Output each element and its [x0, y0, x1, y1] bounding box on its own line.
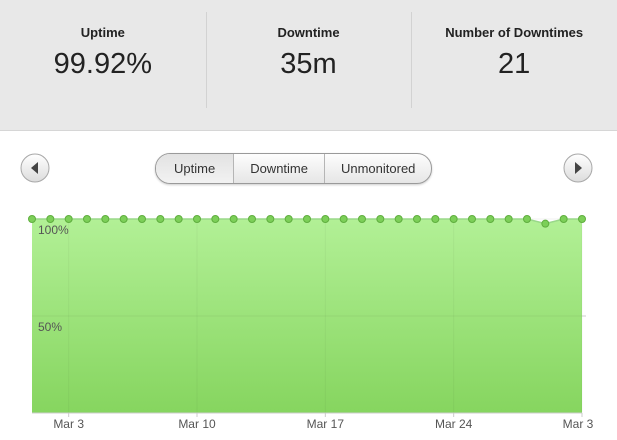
point [193, 215, 201, 223]
point [504, 215, 513, 223]
y-tick-label: 50% [38, 320, 62, 334]
point [413, 215, 421, 223]
stat-value: 35m [280, 48, 337, 80]
x-tick-label: Mar 3 [563, 417, 594, 431]
tab[interactable]: Uptime [156, 154, 234, 183]
x-tick-label: Mar 3 [53, 417, 84, 431]
point [138, 215, 146, 223]
point [303, 215, 311, 223]
stat: Downtime 35m [205, 0, 412, 130]
point [523, 215, 531, 223]
point [211, 215, 220, 223]
point [101, 215, 110, 223]
point [248, 215, 256, 223]
point [486, 215, 495, 223]
stat-value: 99.92% [53, 48, 153, 80]
point [541, 219, 550, 228]
point [449, 215, 458, 223]
x-tick-label: Mar 10 [178, 417, 216, 431]
point [468, 215, 476, 223]
point [559, 215, 568, 223]
stat-label: Uptime [80, 25, 125, 40]
stat-label: Downtime [277, 25, 340, 40]
stat-value: 21 [498, 48, 531, 80]
point [156, 215, 165, 223]
x-tick-label: Mar 24 [435, 417, 473, 431]
stat: Uptime 99.92% [0, 0, 206, 130]
point [376, 215, 385, 223]
point [339, 215, 348, 223]
next-button[interactable] [563, 153, 593, 183]
stat: Number of Downtimes 21 [411, 0, 617, 130]
point [174, 215, 183, 223]
point [28, 215, 36, 223]
stat-label: Number of Downtimes [445, 25, 584, 40]
point [284, 215, 293, 223]
prev-button[interactable] [20, 153, 50, 183]
point [431, 215, 440, 223]
stats-panel: Uptime 99.92% Downtime 35m Number of Downt… [0, 0, 617, 131]
tab[interactable]: Unmonitored [323, 154, 431, 183]
point [358, 215, 366, 223]
point [83, 215, 91, 223]
point [46, 215, 55, 223]
y-tick-label: 100% [38, 223, 69, 237]
point [119, 215, 128, 223]
tab[interactable]: Downtime [233, 154, 324, 183]
area [32, 219, 582, 413]
tab-group: Uptime Downtime Unmonitored [155, 153, 433, 184]
point [394, 215, 403, 223]
point [266, 215, 275, 223]
point [229, 215, 238, 223]
point [321, 215, 330, 223]
x-tick-label: Mar 17 [307, 417, 345, 431]
point [578, 215, 586, 223]
point [64, 215, 73, 223]
